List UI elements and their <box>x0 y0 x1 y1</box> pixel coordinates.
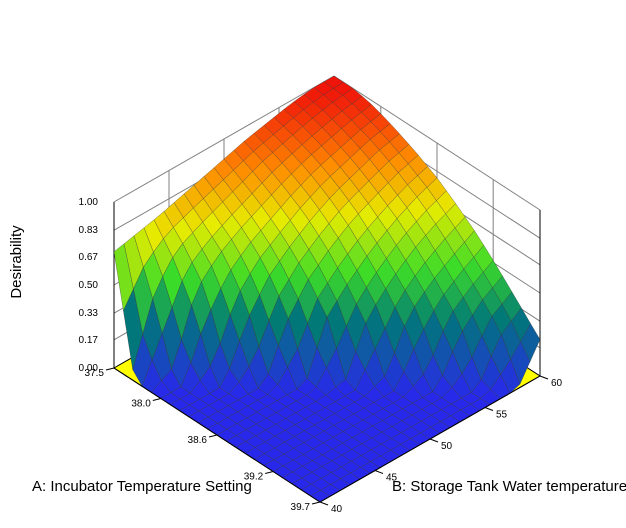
z-tick-label: 0.67 <box>79 252 99 263</box>
b-tick-label: 40 <box>331 504 343 515</box>
b-tick-mark <box>319 501 329 506</box>
b-axis-title: B: Storage Tank Water temperature <box>392 478 626 495</box>
a-axis-title: A: Incubator Temperature Setting <box>32 478 252 495</box>
b-tick-label: 60 <box>551 378 563 389</box>
z-tick-label: 0.83 <box>79 225 99 236</box>
a-tick-mark <box>311 501 321 505</box>
z-tick-label: 0.50 <box>79 280 99 291</box>
a-tick-mark <box>265 471 274 475</box>
a-tick-label: 39.7 <box>291 502 311 513</box>
a-tick-label: 38.0 <box>131 398 151 409</box>
b-tick-label: 55 <box>496 410 508 421</box>
b-tick-mark <box>539 375 549 380</box>
b-tick-label: 45 <box>386 473 398 484</box>
z-tick-label: 1.00 <box>79 197 99 208</box>
z-tick-label: 0.33 <box>79 308 99 319</box>
a-tick-label: 39.2 <box>244 472 264 483</box>
a-tick-mark <box>105 367 115 371</box>
a-tick-mark <box>152 397 161 401</box>
response-surface <box>113 75 541 503</box>
a-tick-label: 37.5 <box>85 368 105 379</box>
b-tick-mark <box>484 407 494 411</box>
a-tick-label: 38.6 <box>188 435 208 446</box>
b-tick-mark <box>429 438 439 443</box>
z-tick-label: 0.00 <box>79 363 99 374</box>
a-tick-mark <box>208 434 218 438</box>
z-axis-title: Desirability <box>8 225 25 299</box>
z-tick-label: 0.17 <box>79 335 99 346</box>
b-tick-label: 50 <box>441 441 453 452</box>
tick-labels: 0.00 0.17 0.33 0.50 0.67 0.83 1.00 37.5 38.0 38.6… <box>79 197 563 515</box>
b-tick-mark <box>374 470 384 474</box>
